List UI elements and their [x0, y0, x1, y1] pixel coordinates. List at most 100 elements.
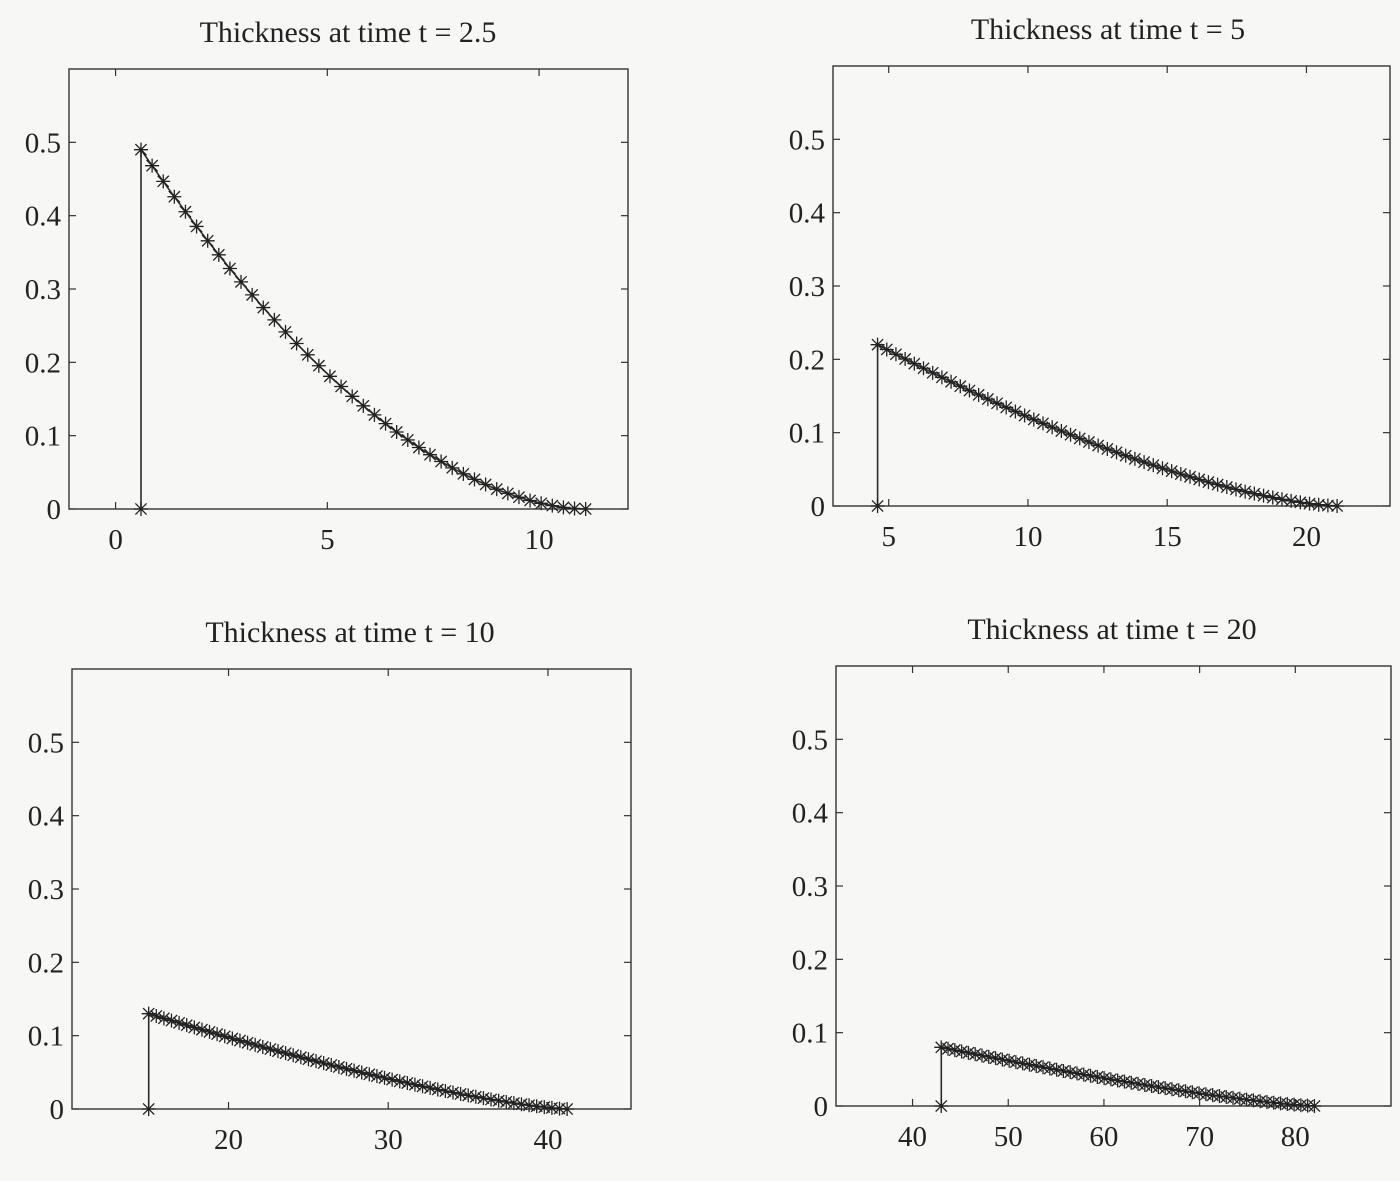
data-point-marker — [1076, 1067, 1091, 1082]
data-point-marker — [438, 1084, 453, 1098]
data-point-marker — [389, 424, 404, 439]
data-point-marker — [907, 356, 922, 371]
y-tick-label: 0.1 — [789, 418, 825, 450]
data-point-marker — [1117, 1074, 1132, 1089]
data-point-marker — [1253, 1094, 1268, 1109]
y-tick-label: 0.5 — [789, 124, 825, 156]
data-point-marker — [1049, 1062, 1064, 1077]
x-tick-label: 20 — [214, 1124, 243, 1156]
data-point-marker — [423, 447, 438, 462]
data-point-marker — [278, 1046, 293, 1061]
data-point-marker — [1302, 496, 1317, 511]
y-tick-label: 0.1 — [792, 1018, 828, 1050]
data-point-marker — [1205, 1088, 1220, 1103]
data-point-marker — [156, 1011, 171, 1026]
data-point-marker — [468, 1089, 483, 1104]
data-point-marker — [1137, 455, 1152, 470]
data-point-marker — [411, 440, 426, 455]
data-point-marker — [1103, 1072, 1118, 1087]
plot-title: Thickness at time t = 5 — [971, 13, 1245, 46]
data-point-marker — [1238, 484, 1253, 499]
data-point-marker — [523, 493, 538, 508]
y-tick-label: 0.2 — [25, 347, 61, 379]
data-point-marker — [1083, 1068, 1098, 1083]
data-point-marker — [961, 1045, 976, 1060]
data-point-marker — [1185, 1085, 1200, 1100]
data-point-marker — [1256, 488, 1271, 503]
data-point-marker — [1036, 1060, 1051, 1075]
data-point-marker — [322, 369, 337, 384]
data-point-marker — [1226, 1090, 1241, 1105]
data-point-marker — [1273, 1096, 1288, 1111]
data-point-marker — [347, 1063, 362, 1078]
data-point-marker — [981, 1049, 996, 1064]
x-tick-label: 30 — [374, 1124, 403, 1156]
data-point-marker — [1035, 416, 1050, 431]
data-point-marker — [133, 502, 148, 516]
data-point-marker — [888, 347, 903, 362]
data-point-marker — [1042, 1061, 1057, 1076]
data-point-marker — [141, 1102, 156, 1116]
data-point-marker — [988, 1051, 1003, 1066]
data-point-marker — [962, 383, 977, 398]
data-point-marker — [1026, 412, 1041, 427]
data-point-marker — [271, 1044, 286, 1059]
subplot-t-5: Thickness at time t = 5 0 0.1 0.2 0.3 0.4 0.5… — [789, 13, 1391, 553]
data-point-marker — [445, 1085, 460, 1100]
data-point-marker — [529, 1099, 544, 1114]
data-point-marker — [511, 490, 526, 505]
data-point-marker — [324, 1058, 339, 1073]
data-point-marker — [316, 1056, 331, 1071]
data-point-marker — [578, 502, 593, 516]
data-point-marker — [925, 365, 940, 380]
x-tick-label: 80 — [1281, 1121, 1310, 1153]
data-point-marker — [392, 1074, 407, 1089]
data-point-marker — [1330, 499, 1345, 513]
data-point-marker — [378, 416, 393, 431]
data-point-marker — [331, 1059, 346, 1074]
data-point-marker — [1201, 475, 1216, 490]
data-point-marker — [1307, 1099, 1322, 1113]
axes-frame — [71, 668, 632, 1110]
data-point-marker — [267, 312, 282, 327]
series-line — [876, 343, 1338, 507]
plot-title: Thickness at time t = 10 — [205, 616, 494, 649]
plot-title: Thickness at time t = 2.5 — [200, 16, 497, 49]
data-point-marker — [476, 1091, 491, 1106]
data-point-marker — [1069, 1066, 1084, 1081]
data-point-marker — [1178, 1084, 1193, 1099]
x-tick-label: 15 — [1153, 521, 1182, 553]
data-point-marker — [1232, 1091, 1247, 1106]
data-point-marker — [217, 1029, 232, 1044]
data-point-marker — [1109, 445, 1124, 460]
y-tick-label: 0.3 — [792, 871, 828, 903]
x-tick-label: 10 — [525, 524, 554, 556]
data-point-marker — [898, 351, 913, 366]
data-point-marker — [1008, 1055, 1023, 1070]
data-point-marker — [1219, 480, 1234, 495]
data-point-marker — [1124, 1075, 1139, 1090]
y-tick-label: 0.3 — [789, 271, 825, 303]
data-point-marker — [286, 1048, 301, 1063]
data-point-marker — [934, 1099, 949, 1113]
data-point-marker — [1110, 1073, 1125, 1088]
data-point-marker — [1054, 424, 1069, 439]
data-point-marker — [980, 392, 995, 407]
data-point-marker — [1056, 1063, 1071, 1078]
data-point-marker — [1002, 1053, 1017, 1068]
data-point-marker — [1274, 492, 1289, 507]
y-tick-label: 0.5 — [25, 127, 61, 159]
data-point-marker — [1015, 1056, 1030, 1071]
data-point-marker — [222, 261, 237, 276]
x-tick-label: 20 — [1292, 521, 1321, 553]
data-point-marker — [145, 158, 160, 173]
data-point-marker — [499, 1094, 514, 1109]
axes-frame — [835, 665, 1392, 1107]
data-point-marker — [500, 486, 515, 501]
data-point-marker — [278, 324, 293, 339]
data-point-marker — [1081, 434, 1096, 449]
data-point-marker — [1022, 1057, 1037, 1072]
data-point-marker — [1212, 1089, 1227, 1104]
data-point-marker — [1029, 1058, 1044, 1073]
data-point-marker — [248, 1037, 263, 1052]
